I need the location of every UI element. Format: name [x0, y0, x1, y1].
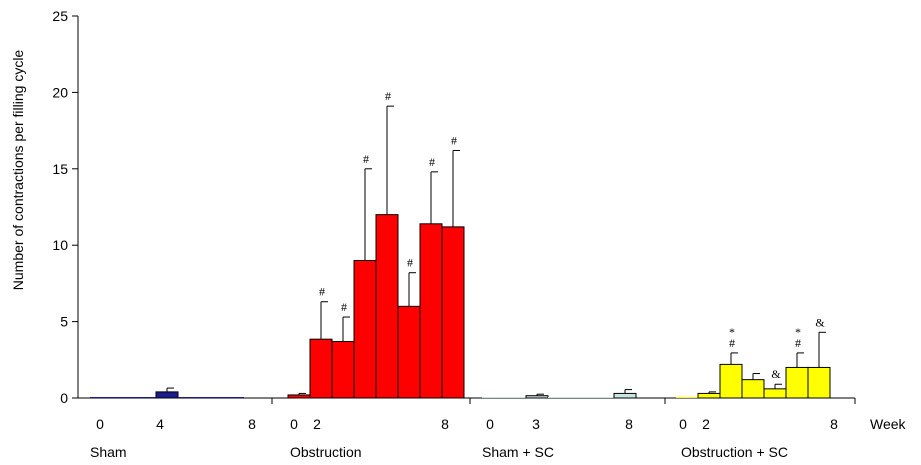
significance-annotation: #: [319, 285, 325, 299]
y-tick-label: 25: [52, 8, 68, 24]
bar: [807, 366, 831, 399]
bar: [719, 363, 743, 399]
group-label: Obstruction + SC: [681, 444, 788, 460]
significance-annotation: #: [429, 155, 435, 169]
significance-annotation: #: [363, 152, 369, 166]
week-tick-label: 8: [248, 416, 256, 432]
significance-annotation: &: [771, 367, 781, 381]
significance-annotation: *: [729, 325, 735, 339]
y-tick-label: 20: [52, 84, 68, 100]
significance-annotation: #: [407, 256, 413, 270]
week-tick-label: 0: [679, 416, 687, 432]
bar: [525, 395, 549, 399]
y-tick-label: 10: [52, 237, 68, 253]
y-tick-label: 0: [60, 390, 68, 406]
y-tick-label: 15: [52, 161, 68, 177]
bar: [287, 394, 311, 399]
bar: [697, 392, 721, 399]
week-tick-label: 0: [96, 416, 104, 432]
week-tick-label: 2: [313, 416, 321, 432]
bar: [353, 259, 377, 399]
significance-annotation: *: [795, 325, 801, 339]
significance-annotation: #: [795, 336, 801, 350]
bar: [763, 388, 787, 399]
bar: [785, 366, 809, 399]
week-tick-label: 2: [702, 416, 710, 432]
week-tick-label: 8: [830, 416, 838, 432]
bar: [155, 391, 179, 399]
bar: [441, 226, 465, 399]
week-tick-label: 4: [156, 416, 164, 432]
y-tick-label: 5: [60, 314, 68, 330]
week-tick-label: 8: [625, 416, 633, 432]
bars: [90, 105, 831, 399]
week-tick-label: 8: [441, 416, 449, 432]
group-label: Obstruction: [290, 444, 362, 460]
significance-annotation: &: [815, 315, 825, 329]
significance-annotation: #: [341, 300, 347, 314]
significance-annotation: #: [451, 133, 457, 147]
bar: [331, 340, 355, 399]
week-tick-label: 3: [532, 416, 540, 432]
bar: [309, 338, 333, 399]
week-tick-label: 0: [290, 416, 298, 432]
bar: [741, 379, 765, 399]
group-label: Sham: [90, 444, 127, 460]
bar: [613, 392, 637, 399]
bar: [375, 214, 399, 399]
significance-annotation: #: [729, 336, 735, 350]
group-label: Sham + SC: [482, 444, 554, 460]
x-axis-label: Week: [870, 416, 907, 432]
week-tick-label: 0: [486, 416, 494, 432]
bar: [397, 305, 421, 399]
significance-annotation: #: [385, 89, 391, 103]
bar: [419, 223, 443, 399]
y-axis-label: Number of contractions per filling cycle: [10, 50, 26, 291]
